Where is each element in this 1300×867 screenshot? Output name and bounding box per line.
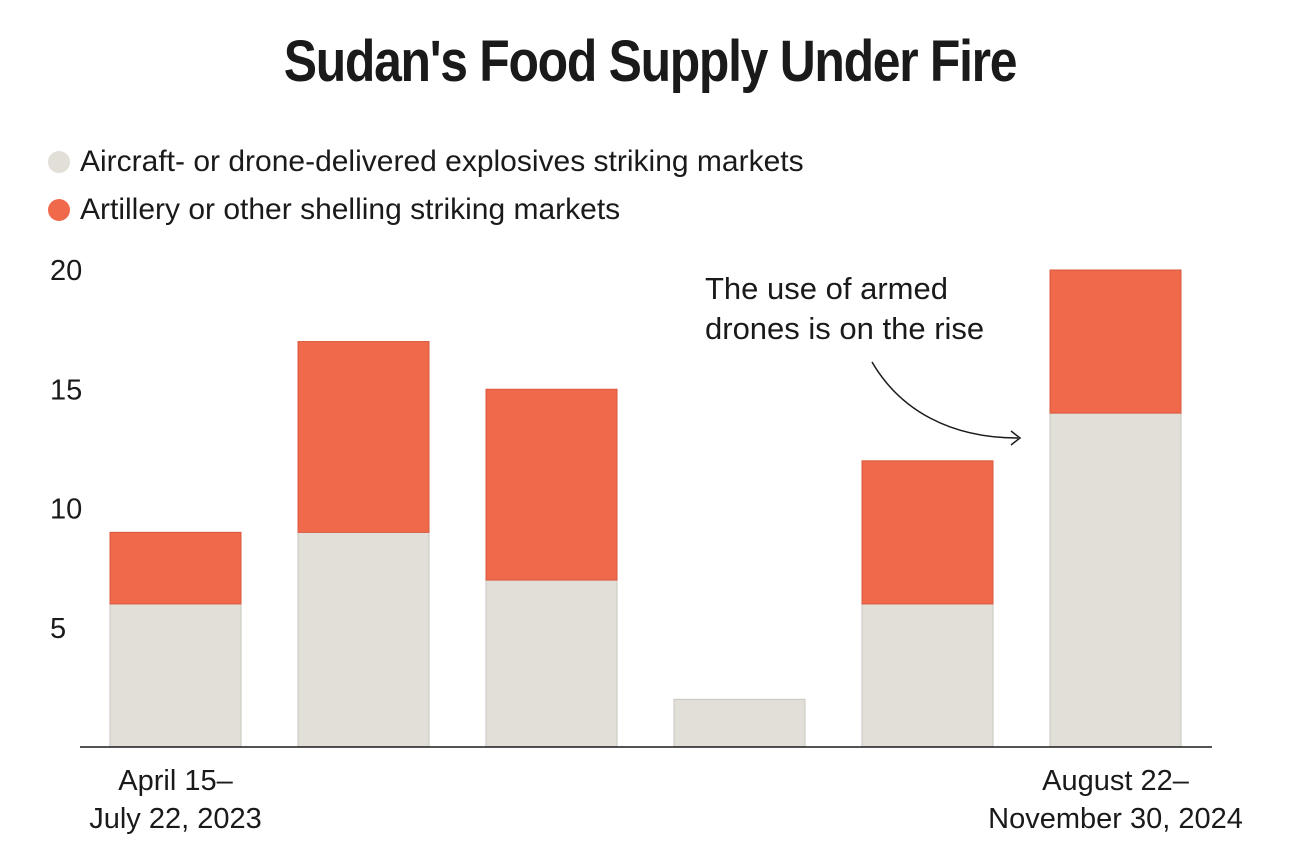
bar-segment-artillery-4 bbox=[861, 460, 994, 605]
bar-segment-artillery-5 bbox=[1049, 269, 1182, 414]
legend-label-artillery: Artillery or other shelling striking mar… bbox=[80, 193, 621, 226]
bar-segment-artillery-2 bbox=[485, 388, 618, 581]
bar-segment-aircraft-0 bbox=[109, 603, 242, 748]
x-axis-ticks: April 15– July 22, 2023 August 22– November… bbox=[89, 765, 1243, 835]
x-tick-label: November 30, 2024 bbox=[988, 803, 1243, 835]
bar-segment-aircraft-1 bbox=[297, 531, 430, 748]
bars-group bbox=[109, 269, 1182, 748]
annotation-arrow bbox=[871, 361, 1019, 439]
bar-segment-artillery-0 bbox=[109, 531, 242, 605]
bar-segment-aircraft-2 bbox=[485, 579, 618, 748]
legend-item-aircraft: Aircraft- or drone-delivered explosives … bbox=[48, 138, 804, 186]
x-tick-label: August 22– bbox=[1042, 765, 1190, 797]
y-tick-label: 5 bbox=[50, 613, 66, 645]
y-axis-ticks: 5 10 15 20 bbox=[50, 255, 82, 645]
chart-title: Sudan's Food Supply Under Fire bbox=[283, 29, 1018, 94]
y-tick-label: 10 bbox=[50, 494, 82, 526]
bar-segment-artillery-1 bbox=[297, 341, 430, 533]
legend-label-aircraft: Aircraft- or drone-delivered explosives … bbox=[80, 145, 804, 178]
x-tick-label: July 22, 2023 bbox=[89, 803, 262, 835]
x-tick-label: April 15– bbox=[118, 765, 233, 797]
y-tick-label: 15 bbox=[50, 374, 82, 406]
bar-segment-aircraft-5 bbox=[1049, 412, 1182, 748]
legend-swatch-aircraft bbox=[48, 151, 70, 173]
annotation-arrowhead bbox=[1010, 430, 1022, 446]
legend: Aircraft- or drone-delivered explosives … bbox=[48, 138, 804, 234]
legend-swatch-artillery bbox=[48, 199, 70, 221]
annotation-text: The use of armed bbox=[705, 271, 948, 306]
bar-segment-aircraft-3 bbox=[673, 698, 806, 748]
legend-item-artillery: Artillery or other shelling striking mar… bbox=[48, 186, 804, 234]
bar-segment-aircraft-4 bbox=[861, 603, 994, 748]
y-tick-label: 20 bbox=[50, 255, 82, 287]
annotation: The use of armed drones is on the rise bbox=[705, 271, 1022, 446]
annotation-text: drones is on the rise bbox=[705, 311, 984, 346]
